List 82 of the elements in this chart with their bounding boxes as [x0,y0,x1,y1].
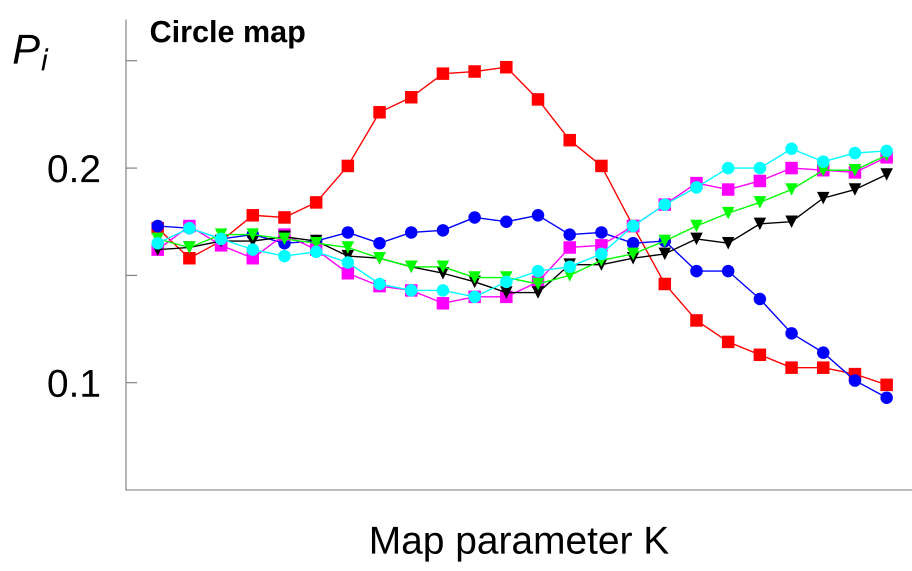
point [151,236,164,250]
point [342,256,354,269]
y-tick-label: 0.2 [48,155,100,183]
point [563,241,576,254]
point [658,248,672,260]
point [626,248,640,260]
point [690,314,703,327]
point [436,260,450,274]
point [817,361,830,374]
point [468,211,481,224]
point [373,106,386,119]
point [722,206,734,220]
point [404,91,418,104]
point [785,142,798,156]
point [658,278,672,290]
point [785,162,798,174]
point [817,192,830,204]
point [785,183,798,196]
point [722,336,734,348]
point [848,374,862,387]
point [848,146,862,160]
y-tick-label: 0.1 [48,370,100,398]
point [785,327,798,340]
point [754,218,766,230]
point [310,246,322,258]
point [342,241,354,254]
point [436,67,450,80]
point [500,60,513,74]
point [563,228,576,241]
point [690,264,703,278]
point [373,236,386,250]
point [690,220,703,232]
point [690,181,703,194]
point [595,226,608,239]
point [754,292,766,306]
point [785,361,798,374]
point [500,276,513,288]
point [754,348,766,362]
point [310,196,322,209]
x-axis-title: Map parameter K [372,526,669,562]
point [848,164,862,176]
point [436,224,450,237]
point [880,378,893,392]
point [563,134,576,146]
point [722,264,734,278]
point [817,155,830,168]
point [532,286,544,299]
point [278,250,291,262]
point [532,209,544,222]
point [436,284,450,297]
point [595,160,608,172]
point [468,65,481,78]
chart-title: Circle map [150,20,305,48]
point [722,183,734,196]
point [848,183,862,196]
point [754,162,766,174]
point [785,215,798,228]
point [342,266,354,280]
point [342,160,354,172]
point [532,93,544,106]
point [563,260,576,274]
point [246,209,260,222]
point [817,346,830,359]
point [404,226,418,239]
point [595,248,608,260]
point [690,232,703,246]
y-axis-title: P$_{i}$ [14,34,48,70]
point [436,297,450,310]
point [342,226,354,239]
point [500,215,513,228]
point [754,196,766,209]
point [722,162,734,174]
point [880,144,893,158]
point [880,391,893,404]
point [278,211,291,224]
point [754,174,766,188]
point [183,252,196,264]
point [468,271,481,284]
point [880,168,893,181]
point [246,243,260,256]
point [722,236,734,250]
point [532,264,544,278]
